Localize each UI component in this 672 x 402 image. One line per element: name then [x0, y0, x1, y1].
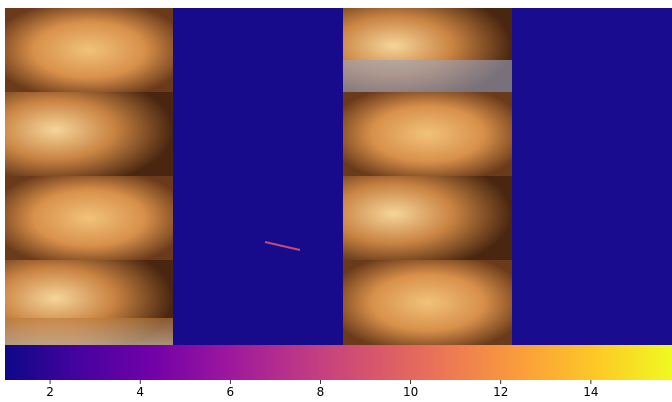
colorbar-bar	[5, 345, 672, 380]
colorbar-tick-label: 12	[493, 385, 508, 399]
panorama	[5, 92, 173, 176]
colorbar-tick-label: 2	[46, 385, 54, 399]
colorbar-tick-label: 6	[227, 385, 235, 399]
error-map-column-2	[173, 8, 343, 345]
panorama-column-1	[5, 8, 173, 345]
panorama	[343, 176, 512, 260]
image-grid	[5, 8, 672, 345]
panorama	[343, 260, 512, 345]
colorbar-tick-label: 14	[583, 385, 598, 399]
colorbar: 2 4 6 8 10 12 14	[5, 345, 672, 399]
colorbar-tick-label: 8	[317, 385, 325, 399]
colorbar-tick-label: 4	[136, 385, 144, 399]
panorama	[343, 92, 512, 176]
panorama	[5, 176, 173, 260]
figure: 2 4 6 8 10 12 14	[0, 0, 672, 402]
error-map-column-4	[512, 8, 672, 345]
panorama-floor	[343, 60, 512, 92]
panorama-floor	[5, 318, 173, 345]
panorama-column-3	[343, 8, 512, 345]
colorbar-tick-label: 10	[403, 385, 418, 399]
panorama	[5, 8, 173, 92]
